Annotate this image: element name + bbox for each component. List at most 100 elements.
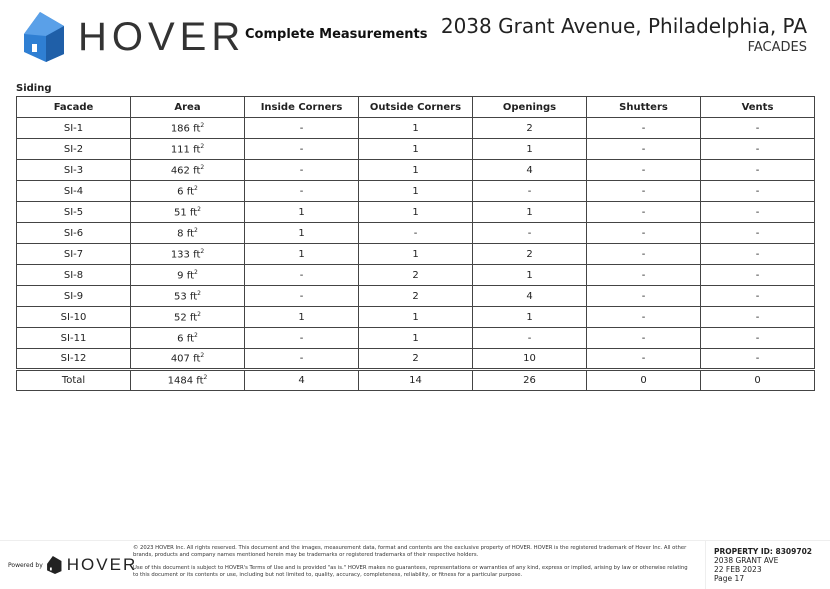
cell-value: -	[299, 353, 304, 364]
table-title: Siding	[16, 83, 52, 94]
table-cell: -	[700, 243, 815, 265]
cell-value: 1	[526, 311, 533, 323]
table-cell: 1	[244, 222, 359, 244]
cell-value: 1	[412, 248, 419, 260]
column-header: Area	[130, 96, 245, 118]
cell-value: 1	[526, 143, 533, 155]
cell-value: 0	[754, 375, 761, 386]
table-cell: 1	[472, 201, 587, 223]
cell-value: 6	[177, 333, 184, 345]
cell-value: 1	[298, 206, 305, 218]
cell-value: 1	[412, 185, 419, 197]
cell-value: 52	[173, 312, 187, 324]
table-row: SI-11 6 ft2 - 1 - - -	[16, 327, 815, 349]
cell-value: SI-3	[63, 164, 84, 176]
cell-value: -	[755, 290, 760, 302]
unit-label: ft	[186, 333, 194, 345]
cell-value: -	[641, 332, 646, 344]
table-cell: -	[586, 180, 701, 202]
cell-value: 2	[412, 269, 419, 281]
table-cell: -	[700, 306, 815, 328]
table-cell: SI-11	[16, 327, 131, 349]
cell-value: -	[641, 164, 646, 176]
table-row: SI-12 407 ft2 - 2 10 - -	[16, 348, 815, 370]
table-cell: -	[244, 327, 359, 349]
unit-label: ft	[186, 186, 194, 198]
cell-value: 1	[412, 122, 419, 134]
table-cell: 1	[472, 306, 587, 328]
powered-by-label: Powered by	[8, 561, 43, 569]
table-cell: 186 ft2	[130, 117, 245, 139]
cell-value: -	[299, 185, 304, 197]
footer-logo-text: HOVER	[66, 555, 138, 574]
cell-value: SI-6	[63, 227, 84, 239]
table-cell: -	[244, 285, 359, 307]
cell-value: SI-1	[63, 122, 84, 134]
report-date: 22 FEB 2023	[714, 565, 762, 574]
column-header: Shutters	[586, 96, 701, 118]
cell-value: 1	[298, 311, 305, 323]
cell-value: -	[755, 185, 760, 197]
table-cell: -	[586, 327, 701, 349]
table-cell: -	[586, 348, 701, 370]
cell-value: 1	[298, 248, 305, 260]
table-cell: -	[586, 138, 701, 160]
powered-by: Powered by HOVER	[8, 555, 137, 575]
table-cell: 1	[244, 243, 359, 265]
unit-label: ft	[193, 249, 201, 261]
cell-value: 1	[412, 332, 419, 344]
table-cell: -	[700, 138, 815, 160]
cell-value: SI-10	[60, 311, 87, 323]
table-cell: 14	[358, 368, 473, 391]
table-row: SI-7 133 ft2 1 1 2 - -	[16, 243, 815, 265]
cell-value: 1	[412, 311, 419, 323]
table-cell: -	[586, 222, 701, 244]
table-cell: 53 ft2	[130, 285, 245, 307]
table-cell: 1	[244, 201, 359, 223]
cell-value: 51	[173, 207, 187, 219]
table-cell: -	[472, 180, 587, 202]
table-row: SI-1 186 ft2 - 1 2 - -	[16, 117, 815, 139]
table-cell: 2	[472, 243, 587, 265]
cell-value: -	[755, 353, 760, 364]
table-cell: 1	[358, 306, 473, 328]
table-row: SI-10 52 ft2 1 1 1 - -	[16, 306, 815, 328]
cell-value: SI-4	[63, 185, 84, 197]
cell-value: 0	[640, 375, 647, 386]
table-cell: 2	[358, 348, 473, 370]
cell-value: -	[755, 143, 760, 155]
cell-value: SI-7	[63, 248, 84, 260]
table-cell: -	[244, 180, 359, 202]
cell-value: -	[755, 311, 760, 323]
table-cell: 9 ft2	[130, 264, 245, 286]
table-row: SI-9 53 ft2 - 2 4 - -	[16, 285, 815, 307]
cell-value: SI-5	[63, 206, 84, 218]
column-header: Inside Corners	[244, 96, 359, 118]
section-title: FACADES	[747, 40, 807, 55]
cell-value: 9	[177, 270, 184, 282]
cell-value: -	[755, 227, 760, 239]
table-cell: -	[358, 222, 473, 244]
table-cell: 26	[472, 368, 587, 391]
table-cell: -	[586, 159, 701, 181]
table-cell: -	[472, 327, 587, 349]
table-cell: 1	[358, 243, 473, 265]
house-logo-icon	[24, 12, 64, 62]
cell-value: 111	[170, 144, 190, 156]
cell-value: SI-9	[63, 290, 84, 302]
footer: Powered by HOVER © 2023 HOVER Inc. All r…	[0, 540, 830, 589]
table-cell: -	[586, 264, 701, 286]
unit-label: ft	[189, 207, 198, 219]
cell-value: -	[299, 290, 304, 302]
cell-value: -	[755, 122, 760, 134]
unit-label: ft	[189, 312, 198, 324]
table-cell: SI-9	[16, 285, 131, 307]
table-cell: -	[244, 159, 359, 181]
table-cell: 4	[472, 285, 587, 307]
cell-value: 1	[412, 143, 419, 155]
table-cell: 1	[472, 264, 587, 286]
unit-label: ft	[186, 270, 194, 282]
table-cell: 6 ft2	[130, 327, 245, 349]
table-cell: -	[700, 285, 815, 307]
cell-value: -	[413, 227, 418, 239]
